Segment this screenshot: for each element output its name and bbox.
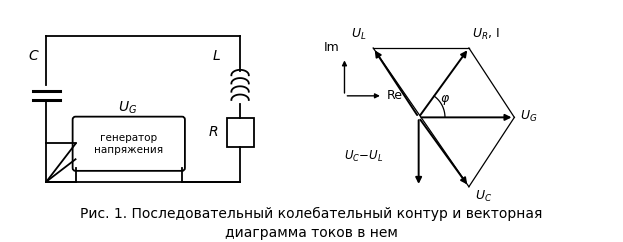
Text: $U_L$: $U_L$ [351,27,366,42]
Text: $\varphi$: $\varphi$ [440,93,450,107]
Text: R: R [208,125,218,139]
Text: $U_G$: $U_G$ [118,100,138,116]
Text: Re: Re [386,89,402,102]
Text: $U_G$: $U_G$ [520,109,538,124]
Text: генератор
напряжения: генератор напряжения [94,133,163,155]
Bar [227,118,254,147]
Text: $U_C$$-$$U_L$: $U_C$$-$$U_L$ [345,149,384,164]
Text: L: L [213,49,221,63]
Text: Рис. 1. Последовательный колебательный контур и векторная
диаграмма токов в нем: Рис. 1. Последовательный колебательный к… [80,207,543,240]
Text: $U_R$, I: $U_R$, I [472,27,500,42]
Text: $U_C$: $U_C$ [475,189,492,204]
Text: C: C [28,49,38,63]
Text: Im: Im [324,41,340,54]
